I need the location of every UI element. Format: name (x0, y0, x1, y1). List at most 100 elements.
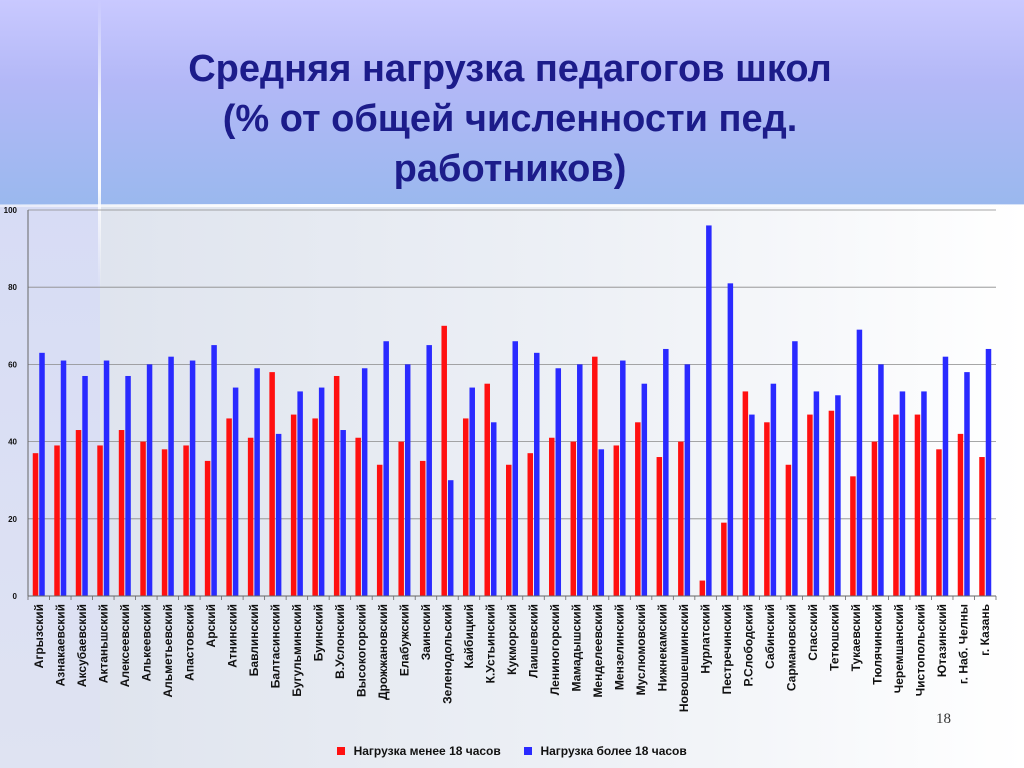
x-category-label: Чистопольский (914, 604, 928, 696)
bar-red-40 (893, 414, 899, 596)
bar-red-11 (269, 372, 275, 596)
x-category-label: Балтасинский (268, 604, 282, 688)
x-category-label: Бавлинский (247, 604, 261, 676)
x-category-label: Лаишевский (527, 604, 541, 678)
bar-blue-35 (792, 341, 798, 596)
bar-red-31 (699, 580, 706, 596)
x-category-label: Нижнекамский (656, 604, 670, 691)
bar-blue-28 (641, 383, 648, 596)
bar-blue-8 (211, 345, 217, 596)
x-category-label: Пестречинский (720, 604, 734, 694)
decorative-vertical-line (98, 0, 101, 290)
x-category-label: Аксубаевский (75, 604, 89, 687)
bar-red-3 (97, 445, 103, 596)
x-category-label: Азнакаевский (53, 604, 67, 686)
x-category-label: Кайбицкий (462, 604, 476, 668)
bar-blue-30 (684, 364, 691, 596)
bar-red-23 (527, 453, 534, 596)
decorative-horizontal-line (0, 204, 1024, 207)
bar-red-25 (570, 441, 577, 596)
bar-red-19 (441, 325, 447, 596)
legend-item-blue: Нагрузка более 18 часов (524, 744, 687, 758)
grid-lines (28, 209, 996, 520)
bar-red-29 (656, 457, 663, 596)
x-category-label: г. Наб. Челны (957, 604, 971, 684)
x-category-label: Дрожжановский (376, 604, 390, 700)
x-category-label: Атнинский (225, 604, 239, 668)
x-category-label: Тукаевский (849, 604, 863, 671)
bar-blue-25 (577, 364, 583, 596)
bar-blue-34 (770, 383, 777, 596)
page-number: 18 (936, 711, 951, 727)
y-tick-label: 100 (4, 206, 18, 215)
y-tick-label: 80 (8, 283, 17, 292)
bar-red-39 (871, 441, 878, 596)
bar-red-5 (140, 441, 146, 596)
bar-red-8 (204, 460, 211, 596)
legend-swatch-blue (524, 747, 533, 755)
bar-red-9 (226, 418, 232, 596)
legend-label-blue: Нагрузка более 18 часов (540, 744, 687, 758)
bar-red-42 (936, 449, 942, 596)
bar-blue-11 (275, 433, 282, 596)
x-category-label: Алькеевский (139, 604, 153, 682)
bar-red-13 (312, 418, 318, 596)
bar-red-2 (75, 430, 82, 596)
bar-blue-4 (125, 375, 131, 596)
legend-item-red: Нагрузка менее 18 часов (337, 744, 501, 758)
bar-red-15 (355, 437, 361, 596)
x-category-label: Зеленодольский (440, 604, 454, 704)
x-category-label: Черемшанский (892, 604, 906, 693)
bar-blue-38 (856, 329, 863, 596)
x-category-label: Елабужский (397, 604, 411, 676)
bar-blue-14 (340, 430, 346, 596)
bar-blue-42 (942, 356, 949, 596)
legend-label-red: Нагрузка менее 18 часов (353, 744, 501, 758)
bar-blue-41 (921, 391, 927, 596)
bar-red-22 (506, 464, 512, 596)
bar-blue-12 (297, 391, 303, 596)
title-line-3: работников) (393, 148, 627, 190)
bar-red-21 (484, 383, 490, 596)
bar-blue-17 (404, 364, 411, 596)
x-category-label: Сабинский (763, 604, 777, 669)
bar-red-6 (161, 449, 168, 596)
bar-blue-16 (383, 341, 389, 596)
bar-blue-19 (447, 480, 454, 596)
bar-blue-23 (534, 352, 540, 596)
x-category-label: Муслюмовский (634, 604, 648, 695)
bar-blue-26 (598, 449, 605, 596)
x-category-label: Апастовский (182, 604, 196, 681)
bar-red-38 (850, 476, 856, 596)
bar-blue-15 (361, 368, 368, 596)
x-category-label: г. Казань (978, 604, 992, 656)
x-category-label: В.Услонский (333, 604, 347, 679)
bar-red-36 (807, 414, 813, 596)
bar-red-14 (333, 375, 340, 596)
bar-red-12 (290, 414, 297, 596)
bar-blue-39 (878, 364, 884, 596)
x-category-label: Кукморский (505, 604, 519, 675)
bar-blue-9 (232, 387, 239, 596)
x-category-label: Альметьевский (161, 604, 175, 698)
bar-red-26 (592, 356, 598, 596)
bar-blue-6 (168, 356, 174, 596)
bar-blue-0 (39, 352, 45, 596)
bar-red-33 (742, 391, 749, 596)
bar-red-27 (613, 445, 620, 596)
x-category-label: Мензелинский (613, 604, 627, 690)
x-category-label: Заинский (419, 604, 433, 660)
x-category-label: Ютазинский (935, 604, 949, 677)
axes (27, 210, 997, 600)
x-axis-labels: Агрызский Азнакаевский Аксубаевский Актаньш… (32, 604, 992, 712)
bar-red-41 (914, 414, 921, 596)
bar-red-17 (398, 441, 404, 596)
bar-red-30 (678, 441, 684, 596)
title-line-1: Средняя нагрузка педагогов школ (188, 48, 832, 90)
bar-blue-44 (985, 348, 992, 596)
x-category-label: Агрызский (32, 604, 46, 668)
x-category-label: К.Устьинский (483, 604, 497, 683)
bar-blue-40 (899, 391, 906, 596)
y-tick-label: 20 (8, 515, 17, 524)
bar-blue-22 (512, 341, 518, 596)
